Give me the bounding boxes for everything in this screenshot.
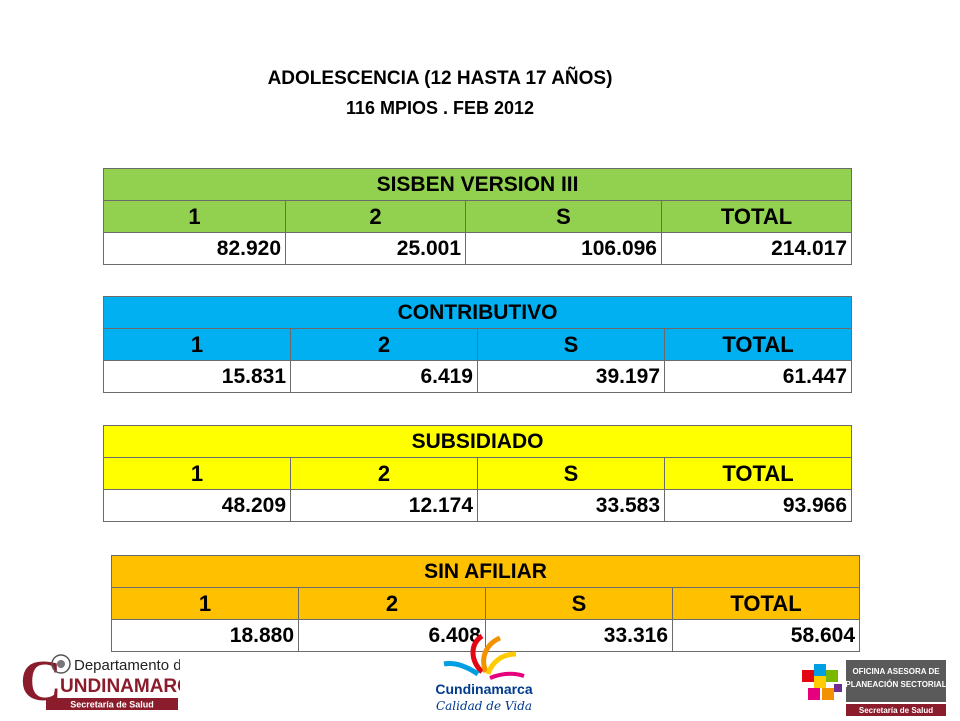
sin-afiliar-header: SIN AFILIAR	[110, 555, 861, 588]
contributivo-table: CONTRIBUTIVO 1 2 S TOTAL 15.831 6.419 39…	[102, 296, 853, 393]
right-logo-line2: PLANEACIÓN SECTORIAL	[845, 680, 946, 689]
sisben-col-total: TOTAL	[660, 200, 853, 233]
center-logo-name: Cundinamarca	[435, 681, 532, 697]
sin-afiliar-value-1: 18.880	[111, 619, 299, 652]
subsidiado-col-1: 1	[103, 457, 291, 490]
logo-line3: Secretaría de Salud	[70, 700, 154, 710]
sin-afiliar-value-total: 58.604	[671, 619, 861, 652]
sisben-value-2: 25.001	[285, 232, 466, 265]
sisben-value-1: 82.920	[103, 232, 286, 265]
coat-of-arms-icon	[51, 654, 71, 674]
page-subtitle: 116 MPIOS . FEB 2012	[345, 98, 535, 118]
sisben-header: SISBEN VERSION III	[102, 168, 853, 201]
sin-afiliar-col-total: TOTAL	[671, 587, 861, 620]
calidad-de-vida-graphic: Cundinamarca Calidad de Vida	[435, 633, 533, 713]
sisben-value-total: 214.017	[660, 232, 853, 265]
subsidiado-value-2: 12.174	[290, 489, 478, 522]
contributivo-col-1: 1	[103, 328, 291, 361]
subsidiado-col-2: 2	[290, 457, 478, 490]
department-logo-graphic: C Departamento de UNDINAMARCA Secretaría…	[20, 648, 205, 713]
contributivo-value-total: 61.447	[663, 360, 853, 393]
cundinamarca-department-logo: C Departamento de UNDINAMARCA Secretaría…	[20, 648, 205, 713]
right-logo-line1: OFICINA ASESORA DE	[852, 667, 940, 676]
sin-afiliar-col-1: 1	[111, 587, 299, 620]
sisben-col-2: 2	[285, 200, 466, 233]
center-logo-tagline: Calidad de Vida	[436, 699, 532, 713]
sisben-col-s: S	[465, 200, 662, 233]
cundinamarca-calidad-de-vida-logo: Cundinamarca Calidad de Vida	[430, 632, 538, 716]
right-logo-line3: Secretaría de Salud	[859, 706, 933, 715]
sisben-value-s: 106.096	[465, 232, 662, 265]
planeacion-sectorial-logo: OFICINA ASESORA DE PLANEACIÓN SECTORIAL …	[800, 660, 948, 716]
subsidiado-col-total: TOTAL	[663, 457, 853, 490]
contributivo-col-s: S	[477, 328, 665, 361]
contributivo-header: CONTRIBUTIVO	[102, 296, 853, 329]
contributivo-value-2: 6.419	[290, 360, 478, 393]
contributivo-col-total: TOTAL	[663, 328, 853, 361]
subsidiado-value-1: 48.209	[103, 489, 291, 522]
sin-afiliar-value-2: 6.408	[298, 619, 486, 652]
page-title: ADOLESCENCIA (12 HASTA 17 AÑOS)	[267, 68, 613, 89]
planeacion-logo-graphic: OFICINA ASESORA DE PLANEACIÓN SECTORIAL …	[802, 660, 947, 716]
contributivo-col-2: 2	[290, 328, 478, 361]
subsidiado-col-s: S	[477, 457, 665, 490]
subsidiado-value-total: 93.966	[663, 489, 853, 522]
sin-afiliar-col-2: 2	[298, 587, 486, 620]
sin-afiliar-col-s: S	[485, 587, 673, 620]
logo-line1: Departamento de	[74, 657, 180, 674]
contributivo-value-s: 39.197	[477, 360, 665, 393]
sisben-col-1: 1	[103, 200, 286, 233]
subsidiado-table: SUBSIDIADO 1 2 S TOTAL 48.209 12.174 33.…	[102, 425, 853, 522]
contributivo-value-1: 15.831	[103, 360, 291, 393]
subsidiado-value-s: 33.583	[477, 489, 665, 522]
subsidiado-header: SUBSIDIADO	[102, 425, 853, 458]
sin-afiliar-table: SIN AFILIAR 1 2 S TOTAL 18.880 6.408 33.…	[110, 555, 861, 652]
logo-line2: UNDINAMARCA	[60, 676, 180, 697]
sisben-table: SISBEN VERSION III 1 2 S TOTAL 82.920 25…	[102, 168, 853, 265]
sin-afiliar-value-s: 33.316	[485, 619, 673, 652]
